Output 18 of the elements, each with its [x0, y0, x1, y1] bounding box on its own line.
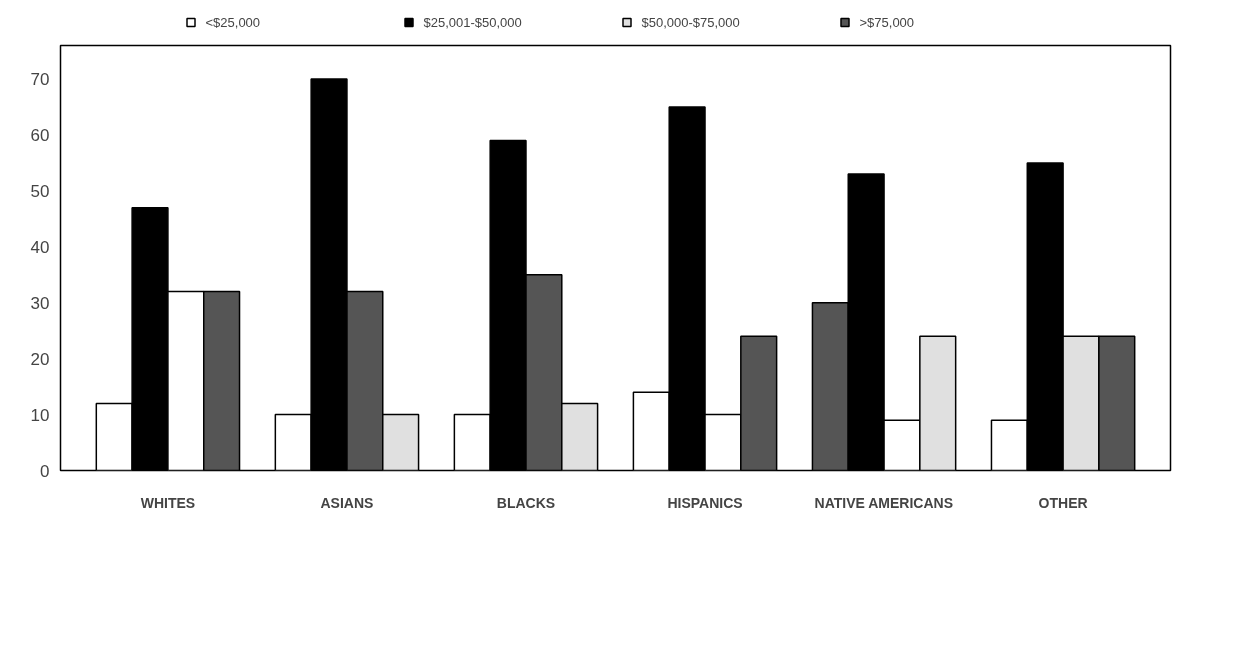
y-tick-label: 0 [40, 461, 50, 481]
y-tick-label: 30 [30, 293, 50, 313]
y-tick-label: 20 [30, 349, 50, 369]
legend-label: <$25,000 [205, 14, 262, 30]
legend-label: $25,001-$50,000 [423, 14, 523, 30]
legend-label: $50,000-$75,000 [641, 14, 741, 30]
y-tick-label: 70 [30, 70, 50, 90]
x-tick-label: NATIVE AMERICANS [814, 494, 954, 511]
x-tick-label: HISPANICS [667, 494, 743, 511]
x-tick-label: ASIANS [320, 494, 374, 511]
legend-label: >$75,000 [859, 14, 916, 30]
y-tick-label: 40 [30, 237, 50, 257]
y-tick-label: 10 [30, 405, 50, 425]
y-tick-label: 50 [30, 181, 50, 201]
y-tick-label: 60 [30, 125, 50, 145]
x-tick-label: OTHER [1038, 494, 1088, 511]
x-tick-label: WHITES [140, 494, 196, 511]
x-tick-label: BLACKS [496, 494, 556, 511]
